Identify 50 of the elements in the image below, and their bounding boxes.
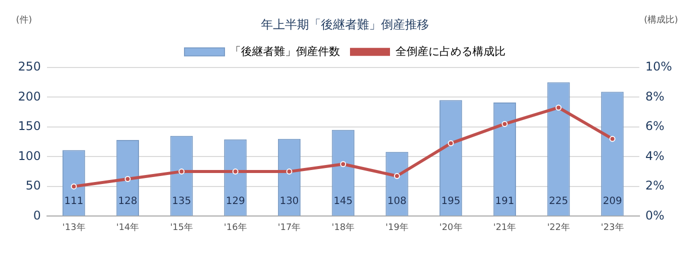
- y2-tick-label: 6%: [645, 119, 664, 134]
- x-tick-label: '23年: [600, 222, 624, 233]
- x-tick-label: '22年: [547, 222, 570, 233]
- chart-title: 年上半期「後継者難」倒産推移: [261, 17, 429, 32]
- y-tick-label: 200: [18, 89, 41, 104]
- y2-tick-label: 0%: [645, 208, 664, 222]
- y2-tick-label: 8%: [645, 89, 664, 104]
- x-tick-label: '20年: [439, 222, 462, 233]
- legend-label: 全倒産に占める構成比: [396, 44, 506, 58]
- x-tick-label: '19年: [386, 222, 408, 233]
- point: [394, 173, 400, 180]
- x-tick-label: '13年: [62, 222, 86, 233]
- data-label: 195: [441, 196, 460, 207]
- y-tick-label: 150: [18, 119, 41, 134]
- data-label: 129: [226, 196, 245, 207]
- point: [178, 168, 185, 175]
- point: [609, 136, 616, 142]
- x-tick-label: '18年: [332, 222, 355, 233]
- data-label: 128: [118, 196, 138, 207]
- y-tick-label: 0: [33, 208, 41, 222]
- data-label: 111: [64, 196, 84, 207]
- legend-label: 「後継者難」倒産件数: [230, 44, 340, 58]
- x-tick-label: '16年: [224, 222, 247, 233]
- y-tick-label: 100: [18, 148, 41, 163]
- y2-tick-label: 2%: [645, 178, 664, 193]
- data-label: 135: [172, 196, 192, 207]
- data-label: 191: [495, 196, 514, 207]
- point: [70, 183, 77, 190]
- x-tick-label: '15年: [170, 222, 194, 233]
- point: [448, 140, 454, 146]
- data-label: 108: [387, 196, 407, 207]
- y2-tick-label: 4%: [645, 148, 664, 163]
- x-tick-label: '14年: [116, 222, 140, 233]
- data-label: 209: [602, 196, 622, 207]
- y-tick-label: 250: [18, 60, 41, 74]
- point: [556, 104, 562, 111]
- data-label: 145: [334, 196, 353, 207]
- point: [286, 168, 292, 175]
- y2-tick-label: 10%: [645, 60, 672, 74]
- point: [124, 176, 131, 182]
- point: [502, 120, 508, 127]
- point: [340, 161, 346, 168]
- x-tick-label: '17年: [278, 222, 301, 233]
- x-tick-label: '21年: [493, 222, 516, 233]
- y-tick-label: 50: [26, 178, 41, 193]
- data-label: 225: [548, 196, 568, 207]
- y-axis-title: (件): [16, 14, 32, 26]
- data-label: 130: [280, 196, 299, 207]
- point: [232, 168, 238, 175]
- y2-axis-title: (構成比): [644, 14, 678, 26]
